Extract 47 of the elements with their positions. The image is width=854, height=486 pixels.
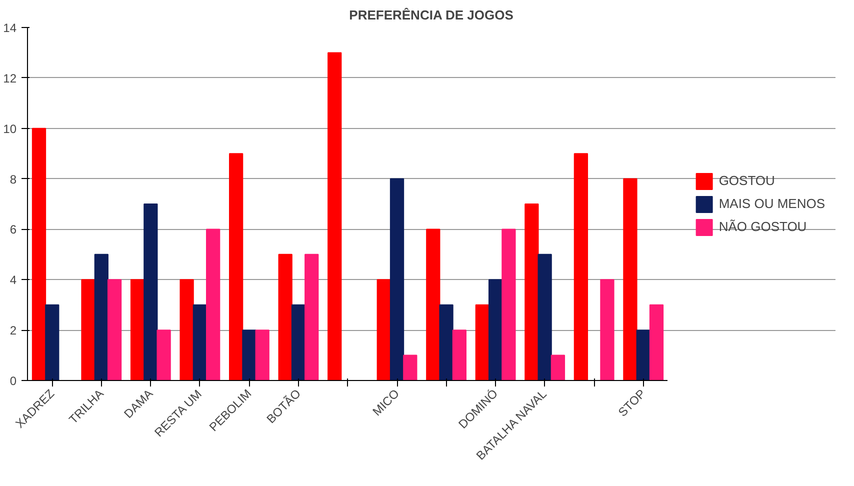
bar: [94, 254, 108, 380]
y-tick-label: 6: [10, 222, 17, 237]
bar: [130, 279, 145, 380]
bar: [390, 178, 404, 380]
bar: [550, 354, 566, 380]
bar: [538, 254, 552, 380]
bar: [649, 304, 664, 380]
bar: [502, 228, 516, 380]
bar: [524, 204, 539, 380]
bar: [376, 279, 391, 380]
y-tick-label: 4: [10, 273, 17, 288]
bar: [304, 254, 319, 380]
y-tick-label: 8: [10, 172, 17, 186]
bar: [328, 52, 342, 380]
legend-label: GOSTOU: [718, 173, 775, 188]
bar: [156, 330, 171, 380]
bar: [206, 228, 220, 380]
bar: [45, 304, 60, 380]
bar: [255, 330, 270, 380]
bar: [242, 330, 256, 380]
bar: [107, 279, 122, 380]
bar: [192, 304, 208, 380]
y-tick-label: 12: [3, 71, 17, 86]
bar: [32, 128, 46, 380]
bar: [452, 330, 466, 380]
bar: [439, 304, 454, 380]
bar: [426, 228, 440, 380]
legend-label: MAIS OU MENOS: [718, 196, 825, 211]
y-tick-label: 10: [3, 122, 17, 136]
y-tick-label: 14: [3, 21, 17, 35]
legend-label: NÃO GOSTOU: [718, 219, 807, 234]
bar: [488, 279, 503, 380]
bar: [229, 153, 244, 380]
bar: [278, 254, 292, 380]
bar: [623, 178, 638, 380]
bar: [81, 279, 96, 380]
bar: [574, 153, 588, 380]
bar: [403, 354, 418, 380]
chart-title: PREFERÊNCIA DE JOGOS: [349, 8, 514, 22]
bar: [180, 279, 194, 380]
y-tick-label: 2: [10, 324, 17, 338]
bar: [636, 330, 650, 380]
bar: [291, 304, 306, 380]
y-tick-label: 0: [10, 374, 17, 388]
bar: [600, 279, 614, 380]
bar: [475, 304, 490, 380]
bar: [144, 204, 158, 380]
